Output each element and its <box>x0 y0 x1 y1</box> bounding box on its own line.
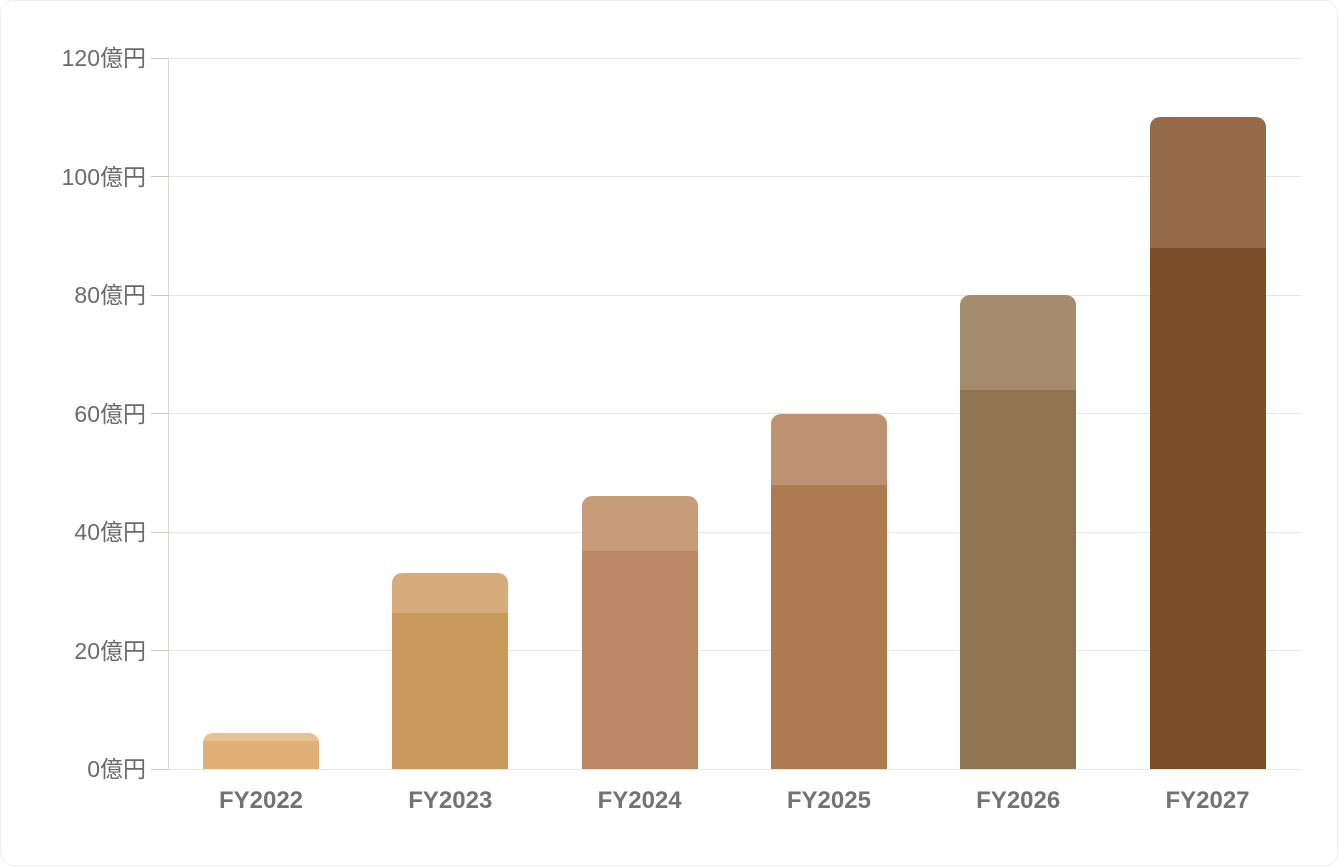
x-axis-label-FY2027: FY2027 <box>1165 787 1250 814</box>
bar-FY2027-lower-segment <box>1149 247 1266 769</box>
y-axis-line <box>168 58 169 769</box>
gridline <box>168 768 1301 770</box>
y-axis-label: 80億円 <box>74 282 146 308</box>
gridline <box>168 294 1301 296</box>
x-axis-label-FY2025: FY2025 <box>786 787 871 814</box>
y-axis-label: 20億円 <box>74 637 146 664</box>
bar-FY2023-lower-segment <box>392 612 509 769</box>
y-axis-label: 60億円 <box>74 400 146 427</box>
y-axis-tick <box>151 650 168 651</box>
y-axis-label: 100億円 <box>61 163 146 190</box>
x-axis-label-FY2024: FY2024 <box>597 787 682 814</box>
gridline <box>168 57 1301 59</box>
y-axis-tick <box>151 531 168 533</box>
bar-FY2023-upper-segment <box>392 573 509 613</box>
gridline <box>168 176 1301 177</box>
y-axis-label: 40億円 <box>74 519 146 545</box>
x-axis-label-FY2022: FY2022 <box>218 787 304 814</box>
bar-FY2026 <box>960 295 1077 769</box>
bar-FY2027-upper-segment <box>1149 117 1266 248</box>
gridline <box>168 413 1301 414</box>
y-axis-tick <box>151 413 168 414</box>
gridline <box>168 531 1301 533</box>
bar-FY2022-lower-segment <box>203 740 319 769</box>
gridline <box>168 650 1301 651</box>
bar-FY2025 <box>770 413 887 770</box>
y-axis-tick <box>151 176 168 177</box>
bar-FY2022-upper-segment <box>203 733 319 741</box>
y-axis-tick <box>151 294 168 296</box>
x-axis-label-FY2026: FY2026 <box>976 787 1061 814</box>
y-axis-tick <box>151 768 168 770</box>
y-axis-tick <box>151 57 168 59</box>
bar-FY2026-upper-segment <box>960 295 1077 390</box>
bar-FY2024-upper-segment <box>581 496 698 551</box>
y-axis-label: 0億円 <box>87 756 146 782</box>
bar-FY2027 <box>1149 117 1266 769</box>
bar-FY2022 <box>203 733 319 769</box>
bar-FY2025-lower-segment <box>770 484 887 769</box>
bar-FY2023 <box>392 573 509 769</box>
bar-FY2026-lower-segment <box>960 389 1077 769</box>
bar-FY2024-lower-segment <box>581 550 698 769</box>
y-axis-label: 120億円 <box>61 45 146 71</box>
bar-FY2025-upper-segment <box>770 413 887 485</box>
bar-FY2024 <box>581 496 698 769</box>
x-axis-label-FY2023: FY2023 <box>408 787 493 814</box>
